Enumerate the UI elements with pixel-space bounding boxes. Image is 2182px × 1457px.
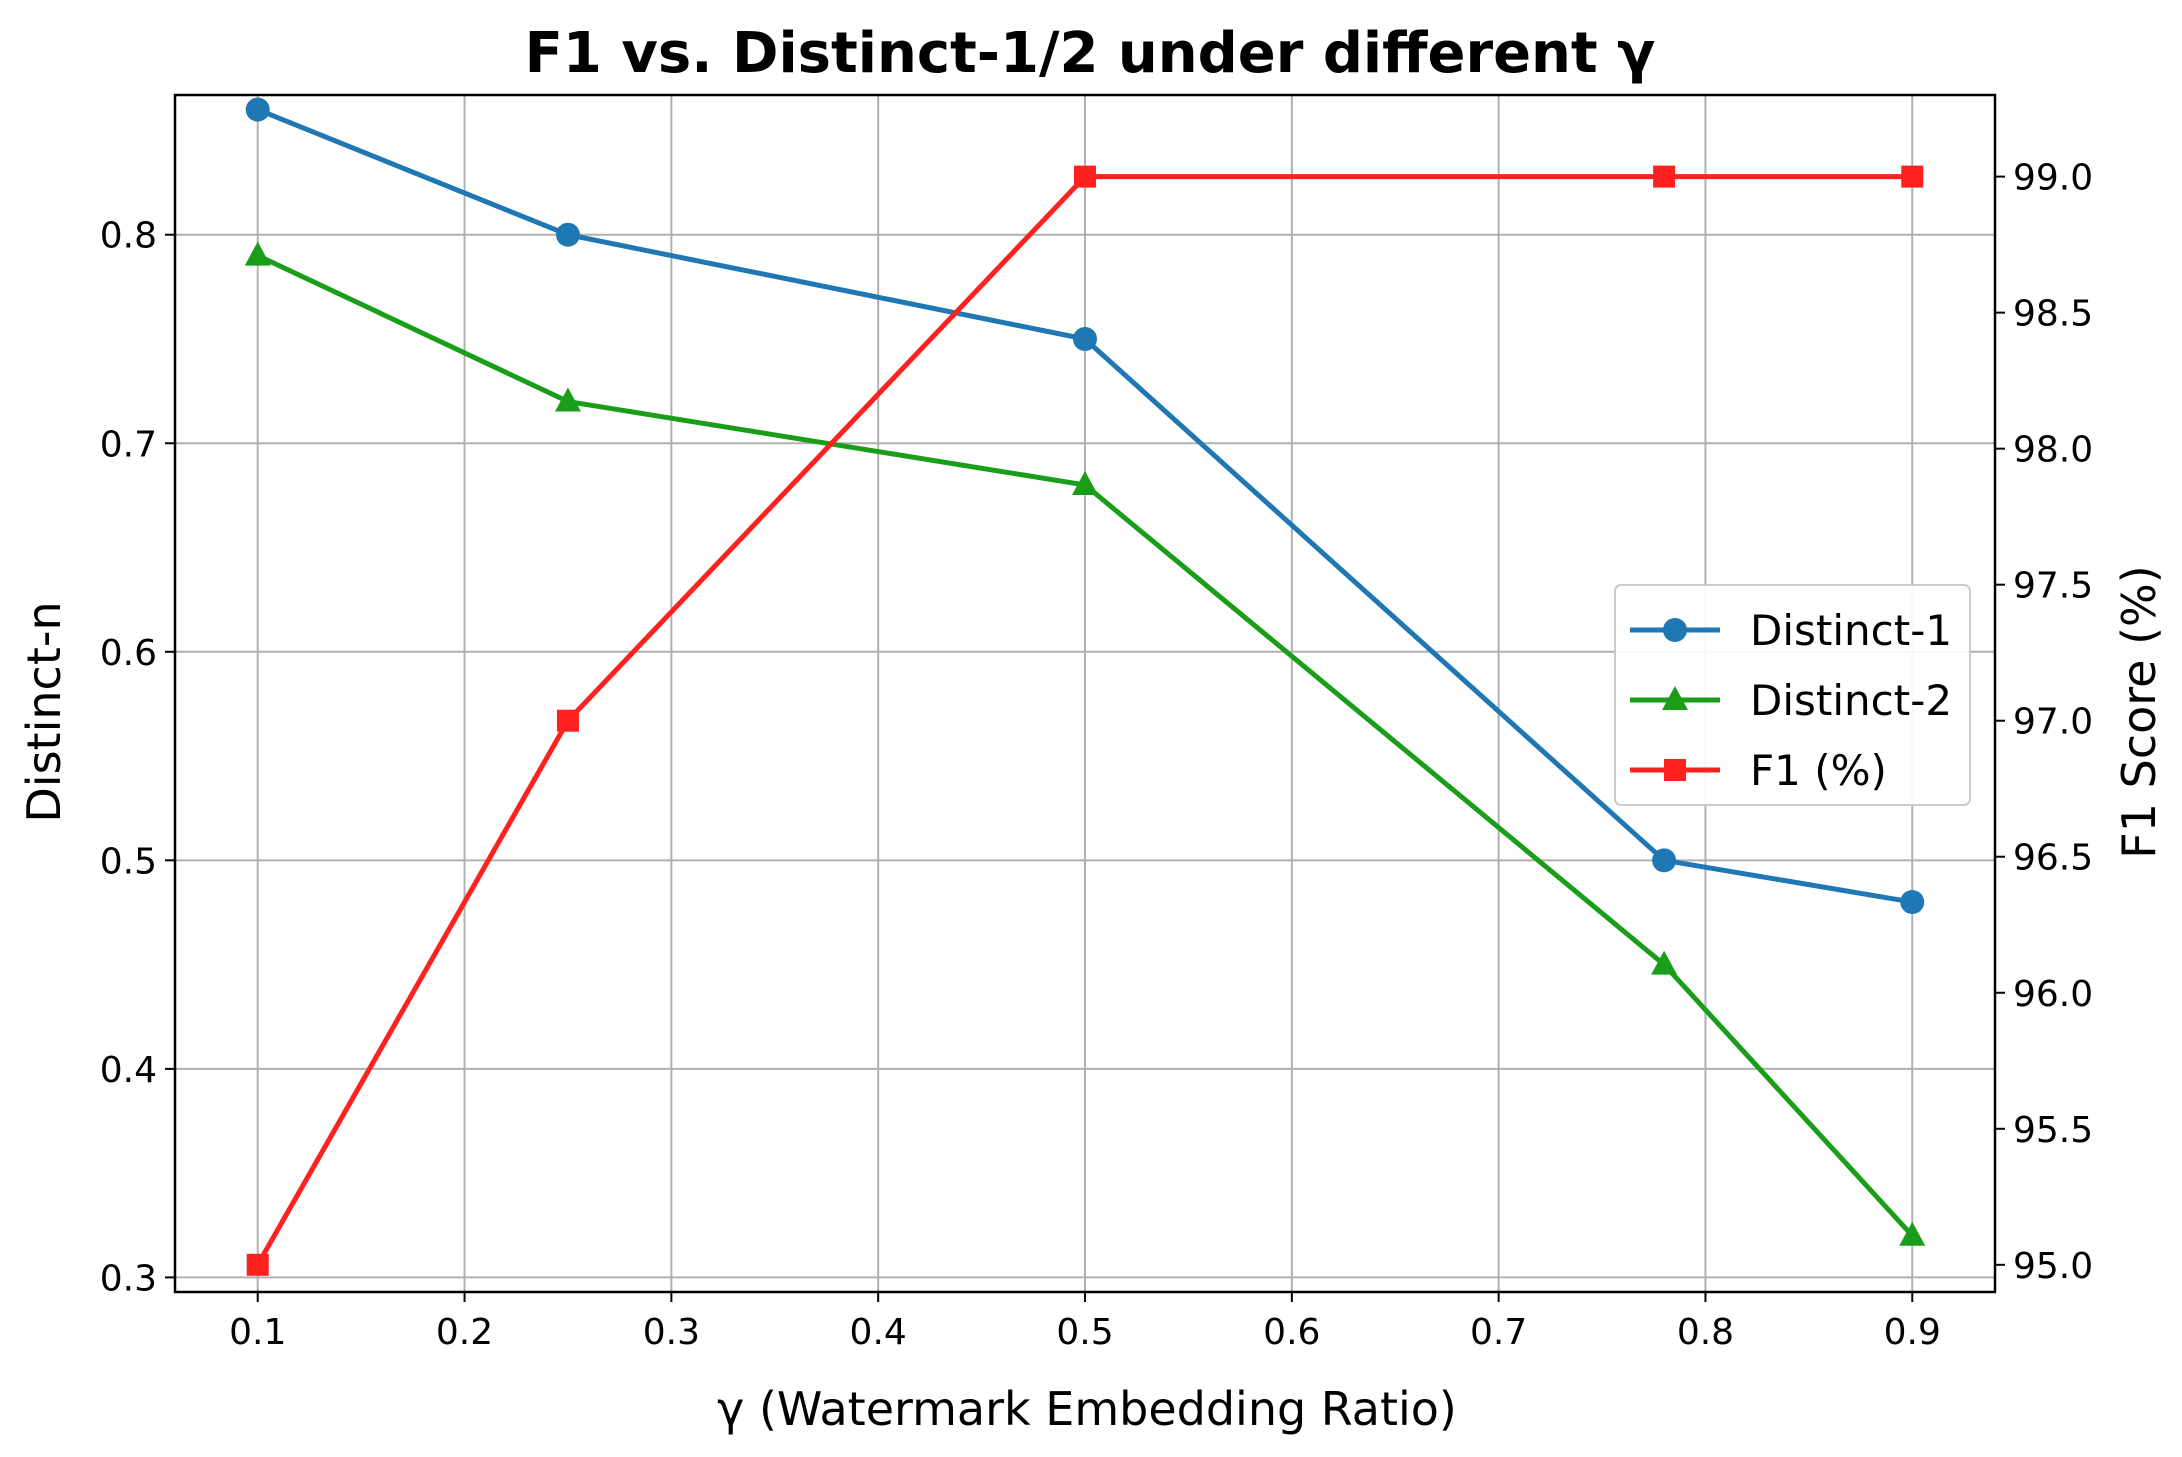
x-axis-label: γ (Watermark Embedding Ratio) (717, 1382, 1457, 1436)
data-point-f1 (246, 1253, 269, 1276)
x-tick-label: 0.1 (229, 1312, 286, 1353)
legend: Distinct-1 Distinct-2 F1 (%) (1614, 584, 1971, 806)
legend-item-distinct-2: Distinct-2 (1630, 676, 1952, 725)
y-right-tick-label: 96.5 (2013, 838, 2093, 879)
data-point-distinct-2 (1651, 950, 1678, 975)
x-tick-label: 0.2 (436, 1312, 493, 1353)
legend-box (1614, 584, 1971, 806)
y-right-tick-label: 97.0 (2013, 702, 2093, 743)
data-point-f1 (1901, 165, 1924, 188)
legend-marker (1664, 759, 1686, 781)
data-point-f1 (1074, 165, 1096, 188)
chart-title: F1 vs. Distinct-1/2 under different γ (525, 21, 1656, 86)
x-tick-label: 0.9 (1884, 1312, 1941, 1353)
data-point-distinct-1 (555, 222, 580, 247)
x-tick-label: 0.7 (1470, 1312, 1527, 1353)
x-tick-label: 0.3 (643, 1312, 700, 1353)
series-distinct-2 (244, 241, 1926, 1246)
y-right-tick-label: 95.5 (2013, 1110, 2093, 1151)
y-axis-right-label: F1 Score (%) (2112, 565, 2166, 858)
y-right-tick-label: 97.5 (2013, 566, 2093, 607)
y-right-tick-label: 99.0 (2013, 158, 2093, 199)
legend-label: Distinct-1 (1750, 606, 1952, 655)
x-tick-label: 0.6 (1263, 1312, 1320, 1353)
y-right-tick-label: 98.0 (2013, 430, 2093, 471)
data-point-f1 (556, 709, 579, 732)
x-tick-label: 0.4 (850, 1312, 907, 1353)
y-right-tick-label: 96.0 (2013, 974, 2093, 1015)
data-point-distinct-1 (1900, 890, 1925, 915)
y-left-tick-label: 0.4 (100, 1050, 157, 1091)
y-right-tick-label: 98.5 (2013, 294, 2093, 335)
y-axis-left-label: Distinct-n (17, 601, 71, 822)
legend-item-f1: F1 (%) (1630, 746, 1887, 795)
data-point-distinct-2 (1899, 1221, 1926, 1246)
legend-marker (1662, 686, 1688, 710)
legend-label: Distinct-2 (1750, 676, 1952, 725)
data-point-distinct-2 (554, 387, 581, 412)
y-left-tick-label: 0.7 (100, 424, 157, 465)
data-point-distinct-2 (244, 241, 271, 266)
series-f1 (246, 165, 1924, 1276)
x-tick-label: 0.8 (1677, 1312, 1734, 1353)
axis-ticks: 0.1 0.2 0.3 0.4 0.5 0.6 0.7 0.8 0.9 0.3 0.4 0.5 0.6 0… (100, 158, 2093, 1353)
data-point-f1 (1653, 165, 1676, 188)
legend-marker (1663, 618, 1687, 642)
data-point-distinct-1 (1652, 848, 1677, 873)
series-layer (244, 97, 1926, 1276)
y-left-tick-label: 0.3 (100, 1258, 157, 1299)
x-tick-label: 0.5 (1056, 1312, 1113, 1353)
data-point-distinct-1 (1073, 326, 1097, 351)
y-left-tick-label: 0.6 (100, 633, 157, 674)
y-right-tick-label: 95.0 (2013, 1246, 2093, 1287)
data-point-distinct-1 (245, 97, 270, 122)
y-left-tick-label: 0.8 (100, 216, 157, 257)
legend-label: F1 (%) (1750, 746, 1887, 795)
data-point-distinct-2 (1072, 470, 1098, 495)
y-left-tick-label: 0.5 (100, 841, 157, 882)
legend-item-distinct-1: Distinct-1 (1630, 606, 1952, 655)
series-distinct-1 (245, 97, 1925, 915)
